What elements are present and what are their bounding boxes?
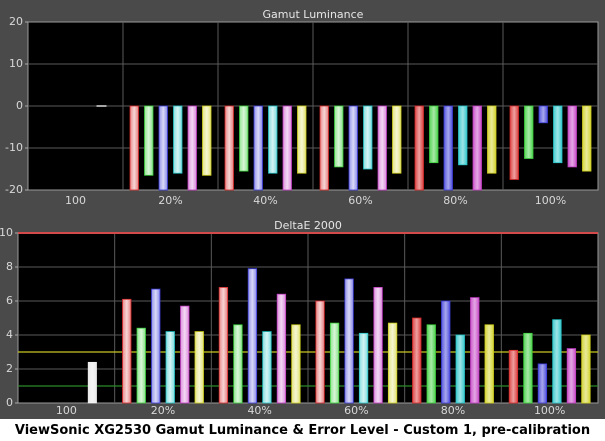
bar-red	[412, 317, 422, 404]
y-tick-label: 0	[6, 396, 13, 409]
x-tick-label: 100	[65, 194, 86, 207]
bar-yellow	[202, 105, 212, 176]
x-tick-label: 100%	[534, 404, 565, 417]
x-tick-label: 60%	[344, 404, 368, 417]
bar-magenta	[377, 105, 387, 191]
bar-red	[129, 105, 139, 191]
bar-blue	[253, 105, 263, 191]
bar-green	[144, 105, 154, 176]
bar-blue	[537, 363, 548, 404]
bar-green	[233, 324, 243, 404]
bar-magenta	[472, 105, 482, 191]
y-tick-label: 4	[6, 328, 13, 341]
bar-red	[315, 300, 325, 404]
bar-yellow	[387, 322, 398, 404]
bar-cyan	[358, 332, 369, 404]
bar-yellow	[487, 105, 497, 174]
bar-yellow	[297, 105, 307, 174]
bar-magenta	[187, 105, 197, 191]
bar-blue	[441, 300, 451, 404]
bar-blue	[247, 268, 258, 404]
y-tick-label: 10	[0, 226, 13, 239]
bar-green	[334, 105, 344, 168]
bar-yellow	[484, 324, 494, 404]
bar-blue	[344, 278, 354, 404]
bar-red	[122, 298, 132, 404]
y-tick-label: 0	[16, 99, 23, 112]
bar-yellow	[194, 331, 204, 404]
bar-green	[426, 324, 436, 404]
bar-red	[414, 105, 424, 191]
y-tick-label: 8	[6, 260, 13, 273]
bar-blue	[348, 105, 358, 191]
bar-magenta	[567, 105, 577, 168]
y-tick-label: -20	[5, 183, 23, 196]
bar-cyan	[553, 105, 563, 164]
y-tick-label: -10	[5, 141, 23, 154]
x-tick-label: 80%	[443, 194, 467, 207]
bar-cyan	[262, 331, 272, 404]
bar-blue	[158, 105, 168, 191]
bar-green	[524, 105, 534, 159]
bar-green	[429, 105, 439, 164]
bar-cyan	[552, 319, 562, 404]
chart-0: Gamut Luminance -20 -10 0 10 20 100 20% 40% 60% 80…	[5, 8, 599, 207]
y-tick-label: 2	[6, 362, 13, 375]
figure-caption: ViewSonic XG2530 Gamut Luminance & Error…	[14, 423, 591, 438]
bar-red	[218, 286, 229, 404]
bar-red	[319, 105, 329, 191]
y-tick-label: 10	[9, 57, 23, 70]
bar-blue	[151, 288, 161, 404]
bar-magenta	[566, 348, 577, 404]
bar-yellow	[582, 105, 592, 172]
bar-magenta	[180, 305, 190, 404]
x-tick-label: 40%	[253, 194, 277, 207]
bar-cyan	[165, 331, 175, 404]
y-tick-label: 6	[6, 294, 13, 307]
bar-cyan	[458, 105, 468, 166]
bar-cyan	[363, 105, 373, 170]
bar-yellow	[581, 334, 591, 404]
bar-cyan	[455, 334, 465, 404]
bar-red	[508, 349, 519, 404]
bar-yellow	[291, 324, 301, 404]
x-tick-label: 100%	[535, 194, 566, 207]
chart-1: DeltaE 2000 0 2 4 6 8 10 100 20% 40% 60% 80% 100%	[0, 219, 599, 417]
bar-white	[87, 361, 97, 404]
x-tick-label: 100	[56, 404, 77, 417]
bar-magenta	[276, 293, 287, 404]
x-tick-label: 20%	[151, 404, 175, 417]
x-tick-label: 20%	[158, 194, 182, 207]
bar-green	[239, 105, 249, 172]
bar-cyan	[268, 105, 278, 174]
bar-cyan	[173, 105, 183, 174]
bar-red	[509, 105, 519, 180]
bar-magenta	[470, 297, 480, 404]
bar-green	[523, 332, 533, 404]
bar-magenta	[282, 105, 292, 191]
x-tick-label: 60%	[348, 194, 372, 207]
bar-blue	[538, 105, 548, 124]
chart-title: Gamut Luminance	[263, 8, 364, 21]
bar-blue	[443, 105, 453, 191]
y-tick-label: 20	[9, 15, 23, 28]
bar-green	[136, 327, 146, 404]
bar-green	[329, 322, 340, 404]
x-tick-label: 80%	[441, 404, 465, 417]
bar-magenta	[373, 286, 383, 404]
bar-yellow	[392, 105, 402, 174]
bar-red	[224, 105, 234, 191]
x-tick-label: 40%	[247, 404, 271, 417]
chart-title: DeltaE 2000	[274, 219, 342, 232]
